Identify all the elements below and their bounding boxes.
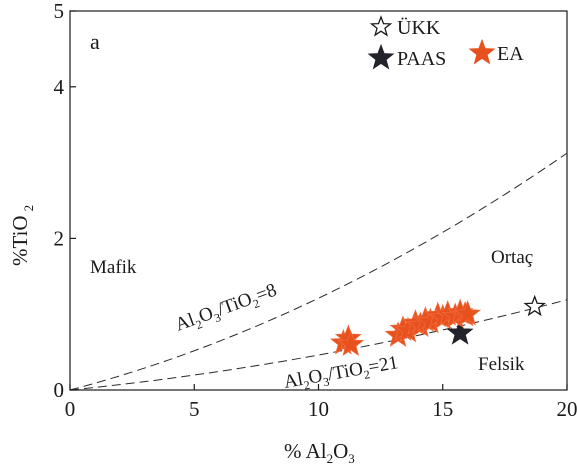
region-label-intermediate: Ortaç: [491, 247, 533, 268]
x-tick-label: 20: [557, 397, 577, 421]
legend-marker-ükk: [369, 15, 393, 37]
point-ükk: [523, 294, 546, 317]
ratio-21-label: Al2O3/TiO2=21: [282, 352, 400, 396]
legend-label-paas: PAAS: [397, 48, 446, 70]
legend-marker-ea: [468, 38, 496, 65]
legend-marker-paas: [367, 43, 395, 70]
reference-lines: [69, 152, 568, 391]
ratio-8-label: Al2O3/TiO2=8: [173, 280, 281, 339]
point-ea: [454, 300, 482, 326]
x-tick-label: 15: [432, 397, 453, 421]
legend: ÜKK PAAS EA: [367, 15, 524, 70]
plot-frame: [69, 10, 568, 391]
x-tick-label: 10: [308, 397, 329, 421]
y-tick-label: 5: [54, 0, 65, 23]
legend-label-ukk: ÜKK: [397, 16, 441, 39]
region-label-felsic: Felsik: [478, 354, 525, 375]
legend-markers: [367, 15, 496, 70]
ratio-line-8: [69, 152, 568, 391]
y-tick-label: 0: [54, 378, 65, 402]
y-tick-label: 2: [54, 226, 65, 250]
x-tick-label: 0: [65, 397, 76, 421]
x-axis-title: % Al2O3: [284, 439, 355, 466]
axis-ticks: 0 5 10 15 20 0 2 4 5: [54, 0, 577, 421]
y-tick-label: 4: [54, 75, 65, 99]
panel-label: a: [90, 29, 100, 54]
data-points: [329, 294, 546, 356]
point-ea: [337, 330, 365, 356]
ratio-line-21: [69, 299, 568, 391]
x-tick-label: 5: [189, 397, 200, 421]
region-label-mafic: Mafik: [90, 257, 137, 278]
legend-label-ea: EA: [497, 43, 524, 65]
y-axis-title: %TiO2: [8, 205, 36, 266]
